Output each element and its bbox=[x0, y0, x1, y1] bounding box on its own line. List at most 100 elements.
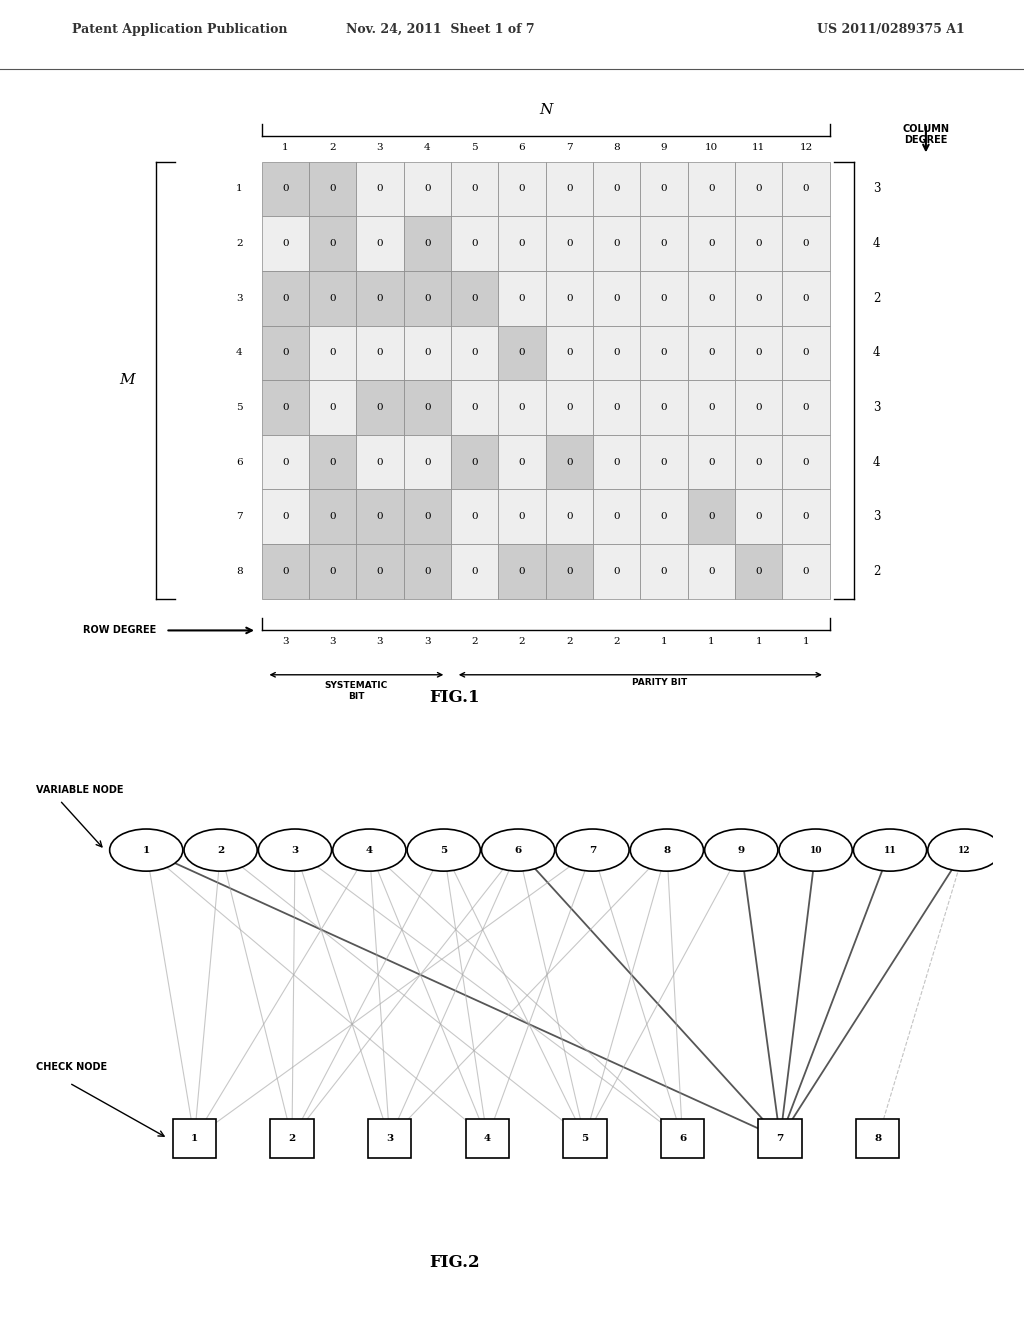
Circle shape bbox=[184, 829, 257, 871]
Bar bbox=[403, 271, 451, 326]
Bar bbox=[262, 161, 309, 216]
Circle shape bbox=[481, 829, 555, 871]
Text: 1: 1 bbox=[756, 636, 762, 645]
Text: 0: 0 bbox=[471, 458, 478, 467]
Bar bbox=[660, 1119, 705, 1158]
Text: 0: 0 bbox=[660, 348, 668, 358]
Text: 2: 2 bbox=[613, 636, 620, 645]
Bar bbox=[262, 490, 309, 544]
Bar bbox=[403, 216, 451, 271]
Text: 0: 0 bbox=[519, 403, 525, 412]
Text: 0: 0 bbox=[424, 566, 431, 576]
Text: 2: 2 bbox=[872, 292, 881, 305]
Text: 0: 0 bbox=[471, 403, 478, 412]
Circle shape bbox=[556, 829, 629, 871]
Text: 0: 0 bbox=[708, 512, 715, 521]
Circle shape bbox=[928, 829, 1001, 871]
Text: 1: 1 bbox=[190, 1134, 198, 1143]
Text: 0: 0 bbox=[613, 512, 620, 521]
Text: 0: 0 bbox=[613, 348, 620, 358]
Text: 0: 0 bbox=[471, 293, 478, 302]
Text: 0: 0 bbox=[377, 239, 383, 248]
Bar bbox=[782, 380, 829, 434]
Text: 0: 0 bbox=[756, 403, 762, 412]
Bar bbox=[688, 544, 735, 599]
Bar bbox=[262, 544, 309, 599]
Circle shape bbox=[631, 829, 703, 871]
Bar bbox=[309, 216, 356, 271]
Text: 0: 0 bbox=[756, 348, 762, 358]
Bar bbox=[270, 1119, 313, 1158]
Text: 0: 0 bbox=[330, 185, 336, 194]
Bar bbox=[688, 380, 735, 434]
Bar bbox=[356, 161, 403, 216]
Bar bbox=[356, 434, 403, 490]
Text: 0: 0 bbox=[330, 348, 336, 358]
Bar bbox=[356, 490, 403, 544]
Bar bbox=[688, 271, 735, 326]
Bar bbox=[368, 1119, 412, 1158]
Text: 0: 0 bbox=[660, 185, 668, 194]
Text: 0: 0 bbox=[282, 239, 289, 248]
Text: 0: 0 bbox=[330, 566, 336, 576]
Text: 1: 1 bbox=[708, 636, 715, 645]
Text: 1: 1 bbox=[142, 846, 150, 854]
Bar bbox=[593, 161, 640, 216]
Text: 0: 0 bbox=[377, 293, 383, 302]
Text: 0: 0 bbox=[471, 566, 478, 576]
Circle shape bbox=[333, 829, 406, 871]
Bar bbox=[735, 326, 782, 380]
Bar bbox=[309, 490, 356, 544]
Text: 0: 0 bbox=[803, 293, 809, 302]
Bar bbox=[451, 161, 499, 216]
Text: 0: 0 bbox=[803, 458, 809, 467]
Text: 3: 3 bbox=[872, 182, 881, 195]
Text: 7: 7 bbox=[776, 1134, 783, 1143]
Bar bbox=[499, 161, 546, 216]
Text: 0: 0 bbox=[330, 403, 336, 412]
Bar bbox=[403, 490, 451, 544]
Bar bbox=[309, 544, 356, 599]
Text: 0: 0 bbox=[613, 403, 620, 412]
Bar bbox=[262, 326, 309, 380]
Bar bbox=[640, 271, 688, 326]
Text: 0: 0 bbox=[424, 348, 431, 358]
Circle shape bbox=[258, 829, 332, 871]
Text: 0: 0 bbox=[566, 293, 572, 302]
Text: 0: 0 bbox=[330, 512, 336, 521]
Text: 0: 0 bbox=[377, 566, 383, 576]
Text: 2: 2 bbox=[217, 846, 224, 854]
Text: 0: 0 bbox=[282, 403, 289, 412]
Text: 0: 0 bbox=[803, 512, 809, 521]
Bar bbox=[546, 544, 593, 599]
Bar bbox=[640, 544, 688, 599]
Text: 4: 4 bbox=[424, 143, 431, 152]
Bar bbox=[451, 380, 499, 434]
Text: 0: 0 bbox=[330, 239, 336, 248]
Text: 3: 3 bbox=[424, 636, 431, 645]
Bar bbox=[640, 490, 688, 544]
Text: 0: 0 bbox=[613, 293, 620, 302]
Text: 0: 0 bbox=[519, 293, 525, 302]
Text: FIG.2: FIG.2 bbox=[429, 1254, 479, 1271]
Bar bbox=[403, 161, 451, 216]
Text: 3: 3 bbox=[330, 636, 336, 645]
Text: 0: 0 bbox=[613, 185, 620, 194]
Bar bbox=[563, 1119, 606, 1158]
Bar bbox=[403, 544, 451, 599]
Text: 0: 0 bbox=[424, 185, 431, 194]
Text: 5: 5 bbox=[582, 1134, 589, 1143]
Bar bbox=[403, 380, 451, 434]
Bar bbox=[173, 1119, 216, 1158]
Bar bbox=[262, 434, 309, 490]
Text: 8: 8 bbox=[874, 1134, 882, 1143]
Text: 0: 0 bbox=[282, 566, 289, 576]
Text: 0: 0 bbox=[708, 458, 715, 467]
Text: 5: 5 bbox=[440, 846, 447, 854]
Text: 4: 4 bbox=[872, 346, 881, 359]
Bar bbox=[735, 544, 782, 599]
Bar bbox=[499, 271, 546, 326]
Text: SYSTEMATIC
BIT: SYSTEMATIC BIT bbox=[325, 681, 388, 701]
Text: 1: 1 bbox=[236, 185, 243, 194]
Text: 8: 8 bbox=[664, 846, 671, 854]
